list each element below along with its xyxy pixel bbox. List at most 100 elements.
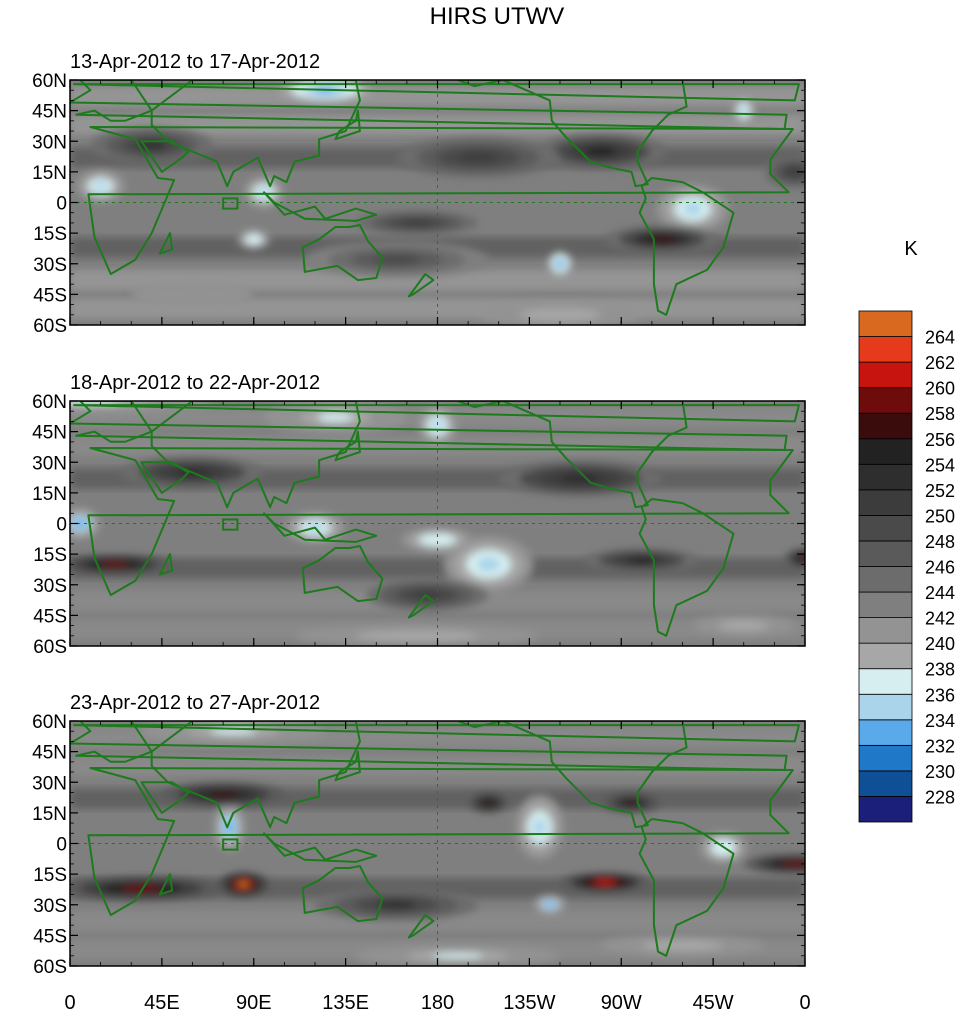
y-tick-label: 45N [32,743,67,764]
coastline [301,545,384,603]
colorbar-swatch [858,566,913,593]
map-panel-2: 60N 45N 30N 15N 0 15S 30S 45S 60S 18-Apr-2012 to … [32,372,806,658]
colorbar-tick-label: 264 [925,328,955,348]
x-tick-label: 0 [799,992,810,1013]
coastlines [70,721,800,957]
coastline [263,832,378,863]
colorbar-tick-label: 254 [925,455,955,475]
colorbar-swatch [858,412,913,440]
colorbar-swatch [858,796,913,823]
y-tick-label: 60S [33,957,67,978]
colorbar-tick-label: 242 [925,609,955,629]
field-blob [593,879,617,885]
coastline [638,177,735,316]
colorbar-swatch [858,770,913,797]
coastline [150,721,361,829]
coastline [73,404,800,423]
y-tick-label: 0 [56,835,67,856]
x-tick-label: 90W [601,992,642,1013]
y-tick-label: 30S [33,255,67,276]
coastline [638,818,735,957]
field-blob [428,536,447,543]
field-blob [376,900,418,909]
colorbar-swatch [858,438,913,465]
coastlines [70,401,800,637]
y-tick-label: 30S [33,576,67,597]
y-tick-label: 60S [33,316,67,337]
field-blob [730,623,757,629]
field-blob [411,590,443,600]
colorbar-swatch [858,540,913,567]
field-blob [94,182,107,191]
field-blob [623,800,640,806]
field-blob [683,202,702,215]
y-tick-label: 30N [32,773,67,794]
y-tick-label: 0 [56,515,67,536]
zonal-band [70,910,805,932]
field-blob [75,519,86,528]
field-blob [207,791,239,798]
field-blob [627,557,656,564]
panel-date-label: 13-Apr-2012 to 17-Apr-2012 [70,51,320,73]
colorbar-swatch [858,668,913,695]
field-blob [237,881,250,888]
coastline [70,80,788,130]
x-tick-label: 180 [421,992,454,1013]
colorbar-tick-label: 234 [925,711,955,731]
x-tick-label: 90E [236,992,272,1013]
coastline [334,750,361,782]
coastline [334,109,361,141]
y-tick-label: 60N [32,392,67,413]
field-blob [584,146,618,157]
colorbar-swatch [858,463,913,491]
field-blob [556,260,564,267]
field-blob [386,633,448,639]
field-blob [401,219,433,226]
y-tick-label: 45N [32,423,67,444]
field-blob [373,255,420,265]
y-tick-label: 30N [32,132,67,153]
colorbar-swatch [858,591,913,618]
coastline [407,914,435,939]
field-blob [545,902,554,908]
colorbar-tick-label: 228 [925,787,955,807]
field-blob [787,167,803,176]
field-blob [121,885,162,892]
field-blob [477,557,500,572]
colorbar-tick-label: 240 [925,634,955,654]
colorbar: K 228 230 232 234 236 238 240 242 244 246 248 250 25… [858,238,955,823]
y-tick-label: 60N [32,71,67,92]
coastline [73,83,800,102]
field-blob [740,106,747,115]
colorbar-swatch [858,489,913,516]
coastline [150,401,361,509]
map-panel-3: 60N 45N 30N 15N 0 15S 30S 45S 60S 23-Apr-2012 to … [32,692,806,978]
coastline [87,126,794,275]
colorbar-tick-label: 244 [925,583,955,603]
y-tick-label: 60S [33,637,67,658]
y-tick-label: 15S [33,224,67,245]
coastline [301,865,384,923]
y-tick-label: 15N [32,484,67,505]
contour-field [70,721,805,966]
colorbar-tick-label: 232 [925,736,955,756]
colorbar-tick-label: 256 [925,430,955,450]
coastline [301,224,384,282]
contour-field [70,401,805,646]
x-tick-label: 135W [503,992,555,1013]
y-tick-label: 15S [33,865,67,886]
field-blob [533,819,546,836]
colorbar-swatch [858,744,913,772]
field-blob [249,236,258,242]
field-blob [539,311,581,318]
field-blob [799,555,805,561]
colorbar-tick-label: 252 [925,481,955,501]
map-panels: 60N 45N 30N 15N 0 15S 30S 45S 60S 13-Apr-2012 to … [32,51,806,978]
x-axis: 0 45E 90E 135E 180 135W 90W 45W 0 [64,992,810,1013]
field-blob [662,943,703,949]
y-tick-label: 45S [33,285,67,306]
coastline [150,80,361,188]
colorbar-swatch [858,642,913,670]
coastline [87,447,794,596]
colorbar-swatch [858,515,913,542]
